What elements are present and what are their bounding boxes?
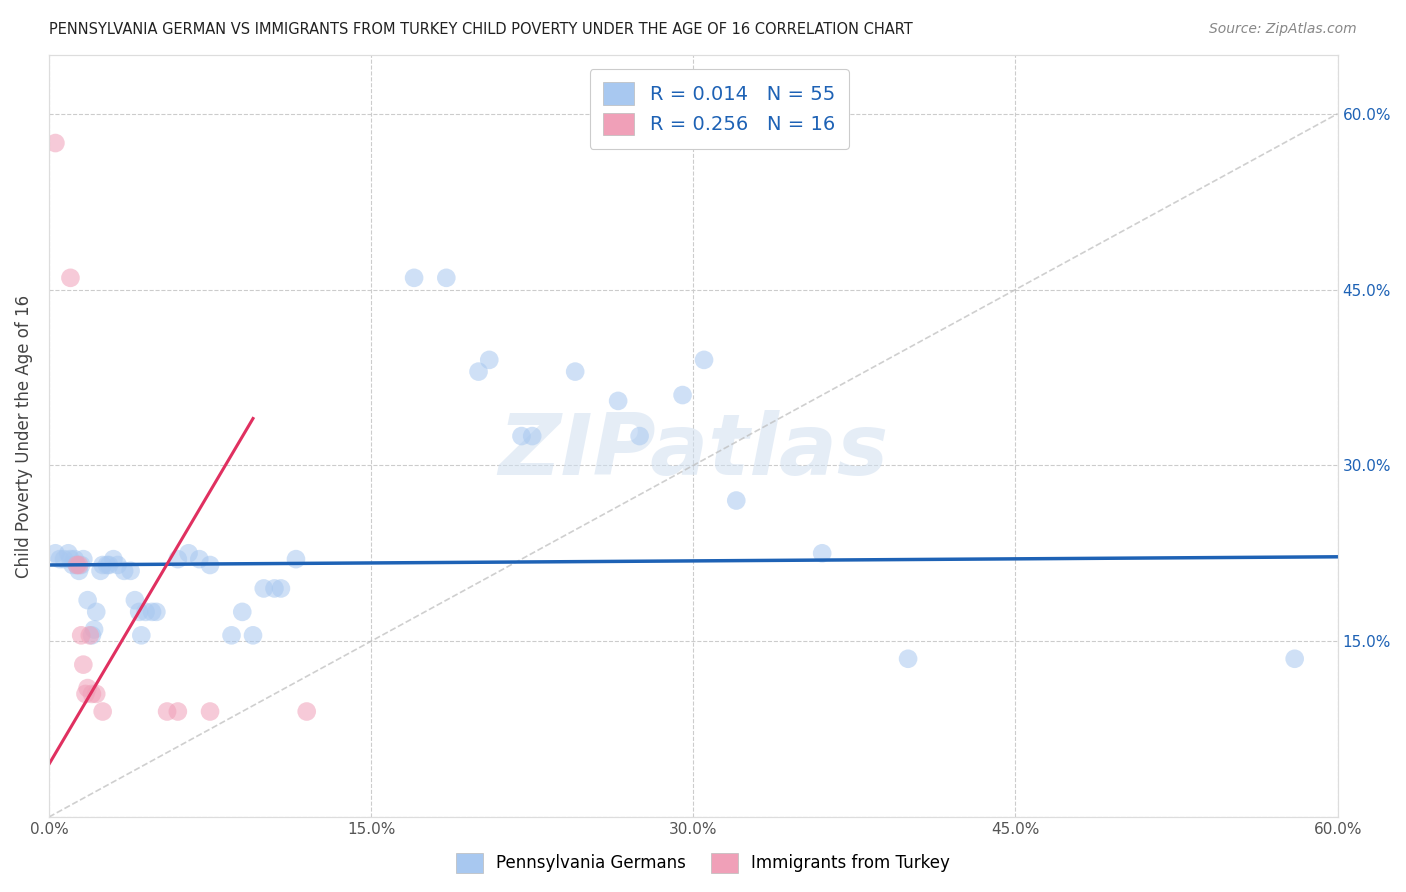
Point — [83, 623, 105, 637]
Point — [242, 628, 264, 642]
Point — [72, 552, 94, 566]
Point — [91, 705, 114, 719]
Point — [44, 546, 66, 560]
Point — [58, 546, 80, 560]
Point — [725, 493, 748, 508]
Point — [120, 564, 142, 578]
Legend: R = 0.014   N = 55, R = 0.256   N = 16: R = 0.014 N = 55, R = 0.256 N = 16 — [589, 69, 849, 149]
Point — [198, 558, 221, 572]
Point — [107, 558, 129, 572]
Point — [811, 546, 834, 560]
Point — [231, 605, 253, 619]
Legend: Pennsylvania Germans, Immigrants from Turkey: Pennsylvania Germans, Immigrants from Tu… — [450, 847, 956, 880]
Point — [467, 365, 489, 379]
Point — [522, 429, 544, 443]
Point — [607, 393, 630, 408]
Point — [63, 552, 86, 566]
Point — [59, 552, 82, 566]
Point — [70, 558, 93, 572]
Point — [96, 558, 118, 572]
Point — [66, 558, 89, 572]
Point — [564, 365, 586, 379]
Point — [66, 558, 89, 572]
Point — [70, 628, 93, 642]
Point — [145, 605, 167, 619]
Point — [221, 628, 243, 642]
Point — [112, 564, 135, 578]
Point — [128, 605, 150, 619]
Point — [478, 352, 501, 367]
Point — [141, 605, 163, 619]
Text: ZIPatlas: ZIPatlas — [498, 409, 889, 492]
Point — [135, 605, 157, 619]
Point — [156, 705, 179, 719]
Point — [166, 705, 188, 719]
Point — [124, 593, 146, 607]
Point — [897, 652, 920, 666]
Point — [67, 558, 90, 572]
Point — [270, 582, 292, 596]
Point — [84, 687, 107, 701]
Point — [1284, 652, 1306, 666]
Point — [103, 552, 125, 566]
Point — [693, 352, 716, 367]
Point — [91, 558, 114, 572]
Point — [628, 429, 651, 443]
Point — [59, 270, 82, 285]
Point — [84, 605, 107, 619]
Text: Source: ZipAtlas.com: Source: ZipAtlas.com — [1209, 22, 1357, 37]
Point — [89, 564, 111, 578]
Point — [53, 552, 76, 566]
Point — [76, 681, 98, 695]
Point — [295, 705, 318, 719]
Point — [98, 558, 121, 572]
Point — [510, 429, 533, 443]
Point — [75, 687, 97, 701]
Y-axis label: Child Poverty Under the Age of 16: Child Poverty Under the Age of 16 — [15, 294, 32, 578]
Point — [79, 628, 101, 642]
Point — [198, 705, 221, 719]
Point — [263, 582, 285, 596]
Point — [80, 687, 103, 701]
Point — [671, 388, 693, 402]
Point — [253, 582, 276, 596]
Point — [166, 552, 188, 566]
Point — [48, 552, 70, 566]
Point — [188, 552, 211, 566]
Point — [62, 558, 84, 572]
Point — [44, 136, 66, 150]
Point — [76, 593, 98, 607]
Point — [80, 628, 103, 642]
Text: PENNSYLVANIA GERMAN VS IMMIGRANTS FROM TURKEY CHILD POVERTY UNDER THE AGE OF 16 : PENNSYLVANIA GERMAN VS IMMIGRANTS FROM T… — [49, 22, 912, 37]
Point — [67, 564, 90, 578]
Point — [404, 270, 426, 285]
Point — [177, 546, 200, 560]
Point — [434, 270, 457, 285]
Point — [285, 552, 308, 566]
Point — [131, 628, 153, 642]
Point — [72, 657, 94, 672]
